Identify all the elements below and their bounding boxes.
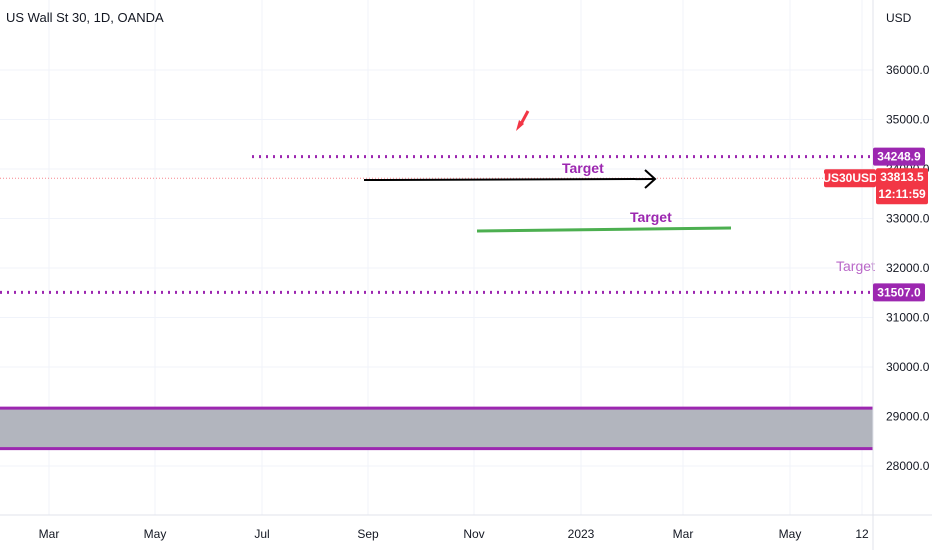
target-label-3: Target — [836, 258, 875, 274]
target-label-1: Target — [562, 160, 604, 176]
time-tick-label: Mar — [39, 527, 60, 541]
price-tick-label: 36000.0 — [886, 63, 930, 77]
time-tick-label: 2023 — [568, 527, 595, 541]
currency-label: USD — [886, 11, 912, 25]
support-price-label: 31507.0 — [873, 283, 925, 302]
marker-arrow-icon[interactable] — [516, 110, 530, 131]
symbol-badge: US30USD — [822, 169, 878, 188]
demand-zone — [0, 408, 873, 449]
time-tick-label: Jul — [254, 527, 269, 541]
target-line-green[interactable] — [476, 226, 732, 233]
time-tick-label: Sep — [357, 527, 379, 541]
chart-title: US Wall St 30, 1D, OANDA — [6, 10, 164, 25]
svg-text:US30USD: US30USD — [822, 171, 878, 185]
price-tick-label: 32000.0 — [886, 261, 930, 275]
svg-text:33813.5: 33813.5 — [880, 170, 924, 184]
svg-text:31507.0: 31507.0 — [877, 285, 921, 299]
price-tick-label: 31000.0 — [886, 311, 930, 325]
target-arrow-drawing[interactable] — [363, 169, 657, 189]
time-tick-label: 12 — [855, 527, 869, 541]
price-tick-label: 30000.0 — [886, 360, 930, 374]
last-price-label: 33813.5 12:11:59 — [876, 168, 928, 205]
price-tick-label: 29000.0 — [886, 410, 930, 424]
countdown-label: 12:11:59 — [878, 187, 926, 201]
price-axis[interactable]: 28000.0 29000.0 30000.0 31000.0 32000.0 33000… — [886, 63, 930, 473]
time-tick-label: Nov — [463, 527, 484, 541]
resistance-price-label: 34248.9 — [873, 147, 925, 166]
time-tick-label: May — [779, 527, 802, 541]
time-tick-label: Mar — [673, 527, 694, 541]
time-tick-label: May — [144, 527, 167, 541]
svg-text:34248.9: 34248.9 — [877, 150, 921, 164]
price-tick-label: 33000.0 — [886, 212, 930, 226]
target-arrow-line — [363, 178, 655, 181]
arrow-head-icon — [644, 169, 657, 189]
price-tick-label: 28000.0 — [886, 459, 930, 473]
target-label-2: Target — [630, 209, 672, 225]
price-tick-label: 35000.0 — [886, 113, 930, 127]
time-axis[interactable]: Mar May Jul Sep Nov 2023 Mar May 12 — [39, 527, 869, 541]
